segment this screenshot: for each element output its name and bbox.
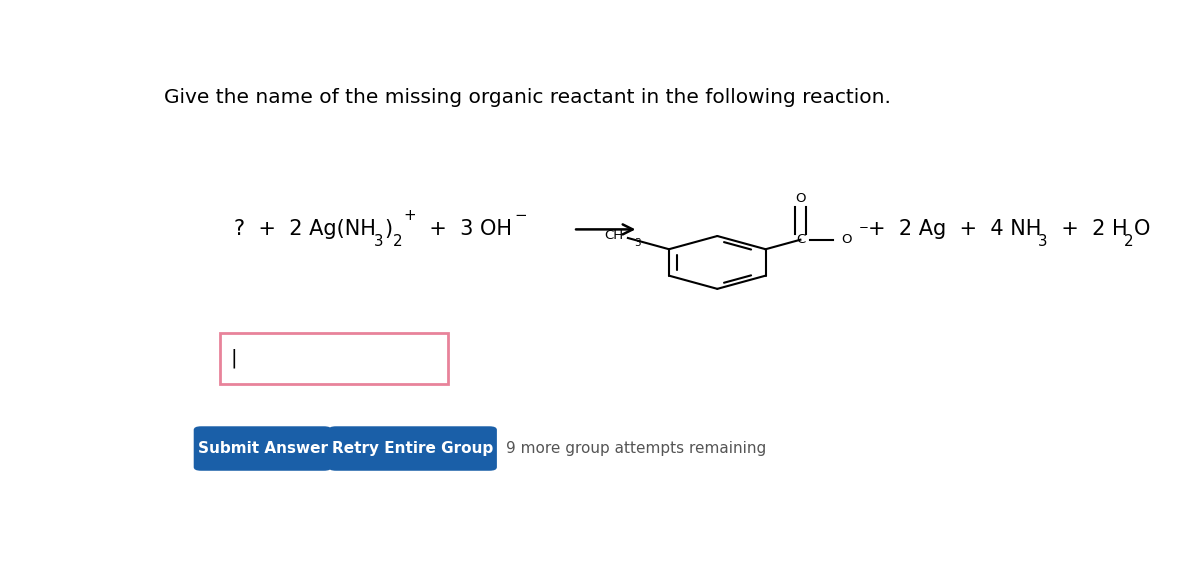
Text: −: −: [859, 221, 869, 234]
Text: Give the name of the missing organic reactant in the following reaction.: Give the name of the missing organic rea…: [164, 89, 890, 108]
Text: 2: 2: [1124, 234, 1134, 249]
FancyBboxPatch shape: [329, 426, 497, 471]
Text: Retry Entire Group: Retry Entire Group: [332, 441, 493, 456]
Text: 3: 3: [634, 238, 641, 248]
Text: +  2 Ag  +  4 NH: + 2 Ag + 4 NH: [869, 220, 1042, 240]
Text: +: +: [403, 208, 415, 223]
Text: −: −: [515, 208, 527, 223]
Text: Submit Answer: Submit Answer: [198, 441, 328, 456]
Text: O: O: [1134, 220, 1150, 240]
Text: ): ): [384, 220, 392, 240]
Text: C: C: [796, 233, 805, 246]
FancyBboxPatch shape: [220, 333, 448, 384]
Text: |: |: [230, 348, 238, 368]
Text: 3: 3: [1038, 234, 1048, 249]
Text: +  3 OH: + 3 OH: [416, 220, 512, 240]
Text: O: O: [841, 233, 852, 246]
Text: ?  +  2 Ag(NH: ? + 2 Ag(NH: [234, 220, 376, 240]
Text: O: O: [796, 192, 805, 205]
Text: 2: 2: [392, 234, 402, 249]
Text: CH: CH: [604, 229, 623, 243]
Text: 9 more group attempts remaining: 9 more group attempts remaining: [506, 441, 767, 456]
FancyBboxPatch shape: [193, 426, 331, 471]
Text: +  2 H: + 2 H: [1048, 220, 1128, 240]
Text: 3: 3: [373, 234, 383, 249]
